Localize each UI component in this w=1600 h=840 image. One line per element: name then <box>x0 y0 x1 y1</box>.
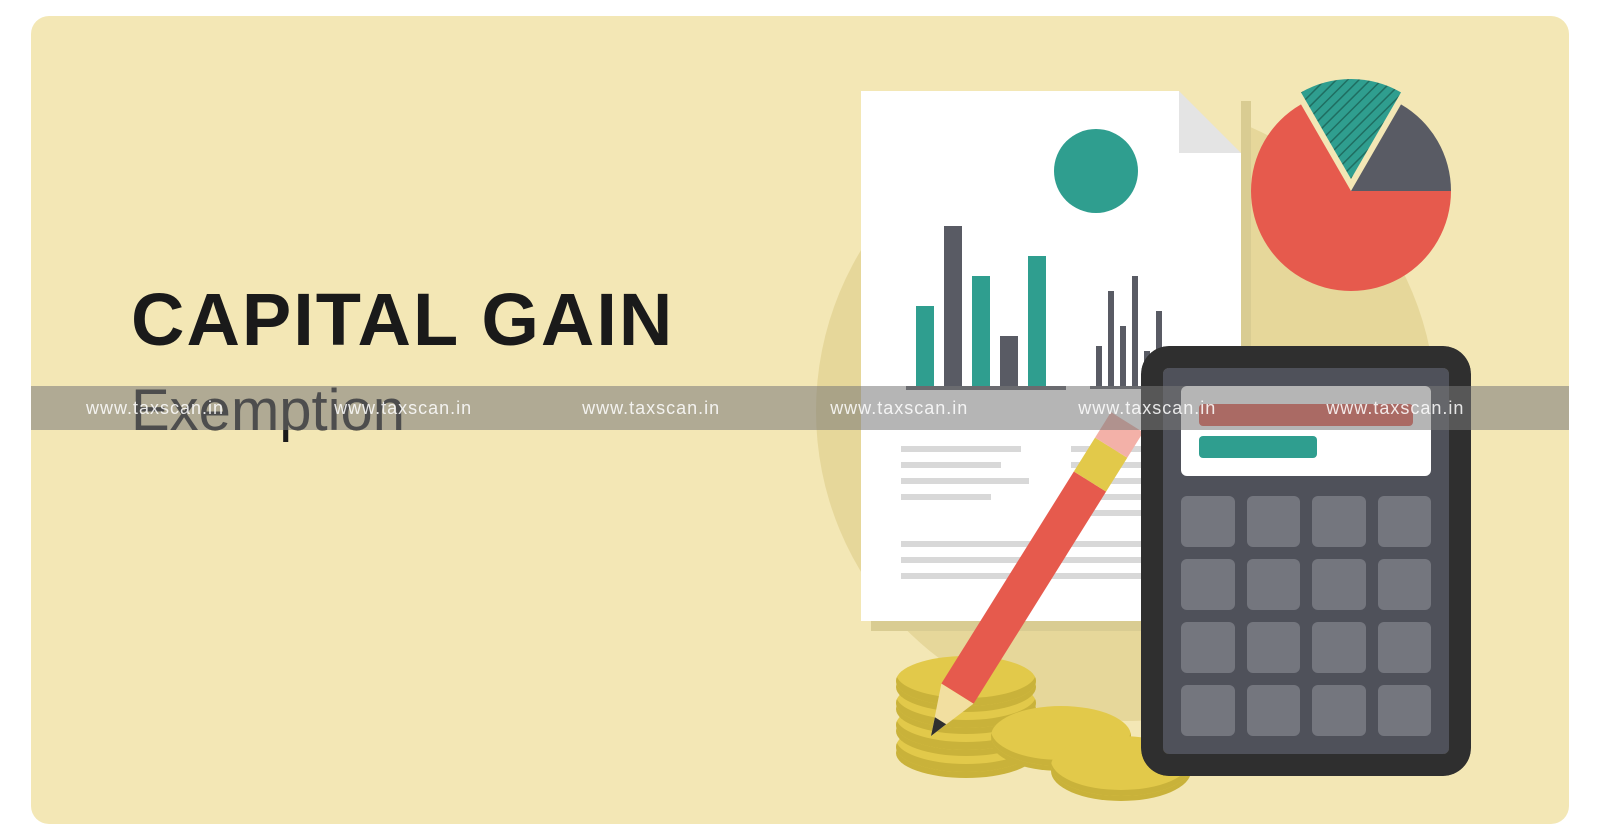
calc-key <box>1181 496 1235 547</box>
calc-key <box>1378 496 1432 547</box>
watermark-text: www.taxscan.in <box>334 398 472 419</box>
watermark-band: www.taxscan.in www.taxscan.in www.taxscan.… <box>31 386 1569 430</box>
title-line-1: CAPITAL GAIN <box>131 281 674 359</box>
calc-key <box>1247 559 1301 610</box>
calc-key <box>1312 559 1366 610</box>
watermark-text: www.taxscan.in <box>86 398 224 419</box>
calc-key <box>1378 622 1432 673</box>
paper-dot-icon <box>1054 129 1138 213</box>
calc-key <box>1247 622 1301 673</box>
calculator-keypad <box>1181 496 1431 736</box>
calc-key <box>1378 559 1432 610</box>
calc-key <box>1247 496 1301 547</box>
calc-key <box>1181 685 1235 736</box>
calc-key <box>1181 559 1235 610</box>
watermark-text: www.taxscan.in <box>582 398 720 419</box>
calc-key <box>1181 622 1235 673</box>
calc-key <box>1312 685 1366 736</box>
calc-key <box>1378 685 1432 736</box>
watermark-text: www.taxscan.in <box>1326 398 1464 419</box>
watermark-text: www.taxscan.in <box>1078 398 1216 419</box>
infographic-canvas: CAPITAL GAIN Exemption www.taxscan.inwww… <box>31 16 1569 824</box>
calc-key <box>1247 685 1301 736</box>
paper-fold-icon <box>1179 91 1241 153</box>
watermark-text: www.taxscan.in <box>830 398 968 419</box>
calc-key <box>1312 622 1366 673</box>
calc-key <box>1312 496 1366 547</box>
calc-screen-bar-2 <box>1199 436 1317 458</box>
